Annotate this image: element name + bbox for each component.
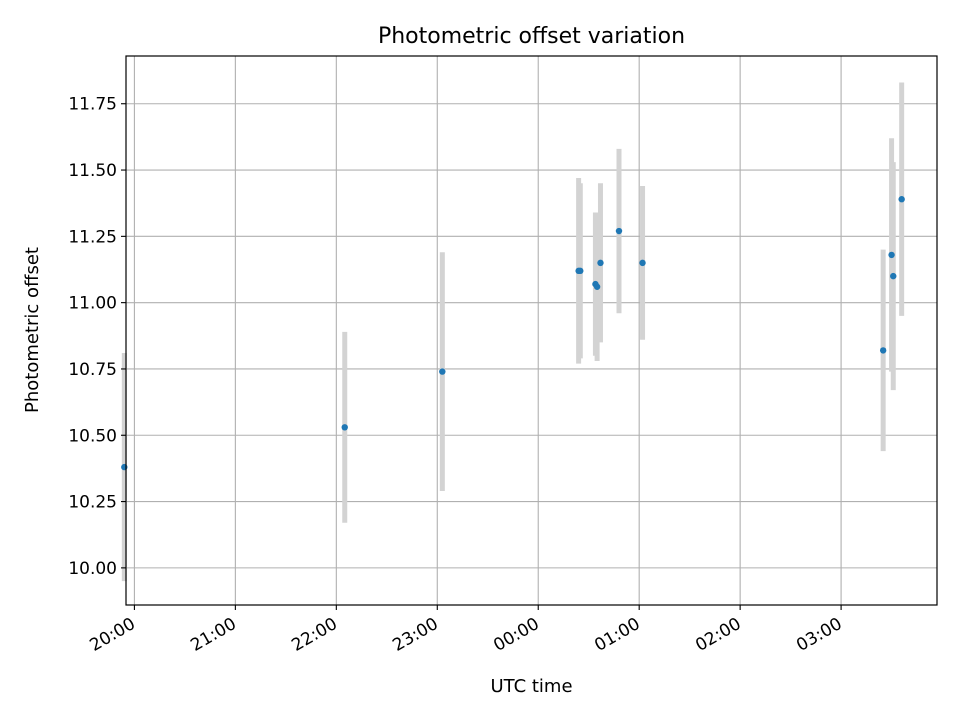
data-point: [639, 259, 646, 267]
data-point: [439, 368, 446, 375]
y-tick-label: 11.50: [68, 161, 117, 181]
y-tick-label: 10.00: [68, 559, 117, 579]
data-point: [879, 347, 887, 354]
data-point: [888, 251, 895, 259]
data-points: [121, 196, 905, 471]
y-tick-label: 10.25: [68, 493, 117, 513]
y-axis-label: Photometric offset: [22, 247, 43, 413]
x-axis-label: UTC time: [490, 676, 572, 697]
y-tick-label: 11.00: [68, 294, 117, 314]
data-point: [597, 259, 604, 267]
chart-title: Photometric offset variation: [378, 24, 685, 49]
data-point: [890, 272, 897, 280]
y-tick-label: 10.75: [68, 360, 117, 380]
y-tick-label: 11.25: [68, 227, 117, 247]
y-tick-label: 11.75: [68, 95, 117, 115]
plot-frame: [125, 55, 938, 606]
data-point: [898, 196, 905, 203]
grid: [126, 56, 937, 605]
plot-area: [126, 56, 937, 605]
data-point: [593, 283, 601, 290]
y-tick-label: 10.50: [68, 426, 117, 446]
data-point: [615, 227, 623, 235]
data-point: [577, 267, 584, 275]
data-point: [341, 424, 348, 431]
y-axis-ticks: 10.00 10.25 10.50 10.75 11.00 11.25 11.50 11.75: [68, 95, 126, 579]
